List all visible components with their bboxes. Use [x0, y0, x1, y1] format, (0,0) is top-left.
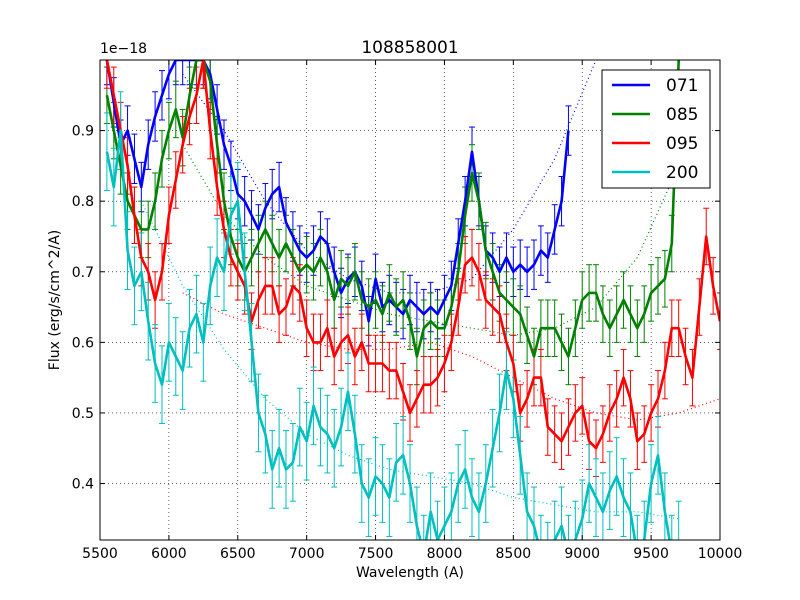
y-tick-label: 0.5 [72, 406, 94, 422]
y-offset-text: 1e−18 [100, 41, 147, 57]
legend-label-071: 071 [666, 76, 698, 96]
legend: 071 085 095 200 [601, 69, 711, 189]
plot-frame [99, 59, 721, 541]
chart-title: 108858001 [361, 38, 458, 58]
x-tick-label: 9500 [633, 546, 669, 562]
x-tick-label: 7500 [358, 546, 394, 562]
series-lines [105, 60, 720, 540]
y-tick-label: 0.8 [72, 194, 94, 210]
y-tick-label: 0.9 [72, 124, 94, 140]
y-axis-label: Flux (erg/s/cm^2/A) [47, 230, 63, 370]
y-tick-label: 0.7 [72, 265, 94, 281]
legend-label-085: 085 [666, 105, 698, 125]
x-tick-label: 6000 [151, 546, 187, 562]
legend-label-200: 200 [666, 163, 698, 183]
x-tick-label: 10000 [698, 546, 743, 562]
legend-label-095: 095 [666, 134, 698, 154]
x-tick-label: 8500 [496, 546, 532, 562]
series-line-071 [105, 60, 570, 323]
y-tick-label: 0.4 [72, 477, 94, 493]
axis-ticks: 5500 6000 6500 7000 7500 8000 8500 9000 9500 1000… [72, 60, 743, 562]
x-tick-label: 5500 [82, 546, 118, 562]
series-line-200 [105, 129, 679, 540]
legend-frame [601, 69, 711, 189]
x-tick-label: 9000 [564, 546, 600, 562]
x-tick-label: 7000 [289, 546, 325, 562]
fit-curve-200 [140, 200, 679, 520]
x-tick-label: 8000 [427, 546, 463, 562]
y-tick-label: 0.6 [72, 335, 94, 351]
series-line-095 [105, 60, 720, 450]
x-axis-label: Wavelength (A) [356, 565, 464, 581]
x-tick-label: 6500 [220, 546, 256, 562]
series-line-085 [105, 60, 680, 358]
fit-curve-071 [182, 60, 597, 294]
